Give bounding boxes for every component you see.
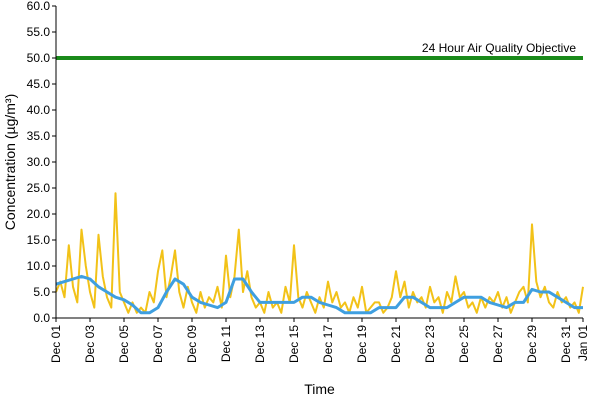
y-tick-label: 55.0: [27, 25, 51, 39]
x-tick-label: Dec 09: [185, 325, 199, 363]
y-tick-label: 25.0: [27, 181, 51, 195]
x-tick-label: Dec 31: [559, 325, 573, 363]
x-tick-label: Dec 23: [423, 325, 437, 363]
series-layer: [55, 56, 584, 315]
x-tick-label: Dec 15: [287, 325, 301, 363]
y-tick-label: 35.0: [27, 129, 51, 143]
x-tick-label: Dec 19: [355, 325, 369, 363]
y-tick-label: 10.0: [27, 259, 51, 273]
x-tick-label: Dec 01: [49, 325, 63, 363]
y-tick-label: 60.0: [27, 0, 51, 13]
x-tick-label: Jan 01: [576, 325, 590, 361]
objective-annotation: 24 Hour Air Quality Objective: [422, 41, 576, 55]
x-axis-title: Time: [304, 381, 335, 397]
y-tick-label: 45.0: [27, 77, 51, 91]
x-tick-label: Dec 03: [83, 325, 97, 363]
x-tick-label: Dec 05: [117, 325, 131, 363]
x-tick-label: Dec 17: [321, 325, 335, 363]
y-tick-label: 30.0: [27, 155, 51, 169]
x-tick-label: Dec 07: [151, 325, 165, 363]
hourly-series-line: [55, 192, 584, 314]
y-tick-label: 5.0: [33, 285, 50, 299]
x-tick-label: Dec 25: [457, 325, 471, 363]
x-tick-label: Dec 21: [389, 325, 403, 363]
y-tick-label: 0.0: [33, 311, 50, 325]
x-axis-ticks: Dec 01 Dec 03 Dec 05 Dec 07 Dec 09 Dec 11 Dec …: [49, 318, 590, 363]
x-tick-label: Dec 27: [491, 325, 505, 363]
y-tick-label: 15.0: [27, 233, 51, 247]
y-tick-label: 40.0: [27, 103, 51, 117]
x-tick-label: Dec 11: [219, 325, 233, 362]
y-tick-label: 20.0: [27, 207, 51, 221]
x-tick-label: Dec 29: [525, 325, 539, 363]
y-axis-ticks: 0.0 5.0 10.0 15.0 20.0 25.0 30.0 35.0 40.0 45.0 50…: [27, 0, 56, 325]
y-axis-title: Concentration (µg/m³): [2, 94, 18, 230]
daily-series-line: [55, 274, 583, 315]
x-tick-label: Dec 13: [253, 325, 267, 363]
y-tick-label: 50.0: [27, 51, 51, 65]
